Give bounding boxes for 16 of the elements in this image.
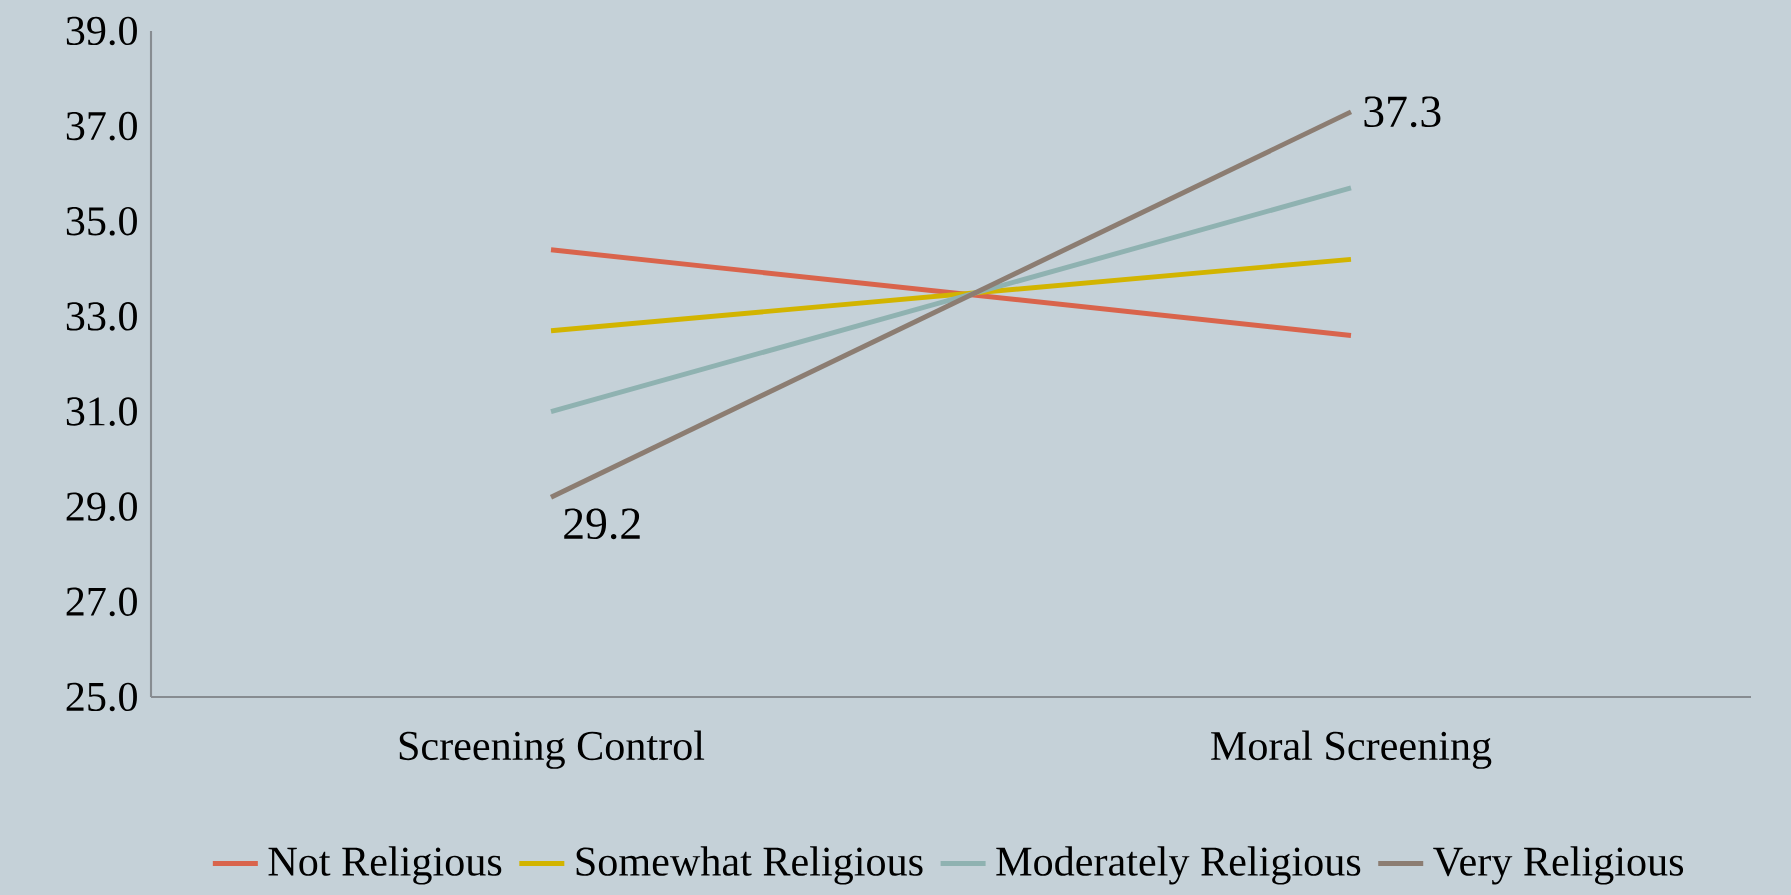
x-tick-label: Moral Screening: [1211, 730, 1492, 769]
legend-label: Moderately Religious: [996, 846, 1361, 885]
y-tick-label: 25.0: [66, 682, 137, 712]
y-tick-label: 31.0: [66, 397, 137, 426]
legend-label: Very Religious: [1433, 846, 1684, 885]
y-tick-label: 35.0: [66, 206, 137, 236]
y-tick-label: 29.0: [66, 492, 137, 522]
y-tick-label: 27.0: [66, 587, 137, 617]
y-tick-label: 37.0: [66, 111, 137, 141]
legend-label: Not Religious: [268, 846, 502, 885]
data-label: 29.2: [564, 508, 640, 540]
data-label: 37.3: [1364, 96, 1441, 128]
legend-label: Somewhat Religious: [576, 846, 923, 885]
y-tick-label: 33.0: [66, 302, 137, 331]
y-tick-label: 39.0: [66, 16, 137, 46]
x-tick-label: Screening Control: [399, 730, 705, 769]
